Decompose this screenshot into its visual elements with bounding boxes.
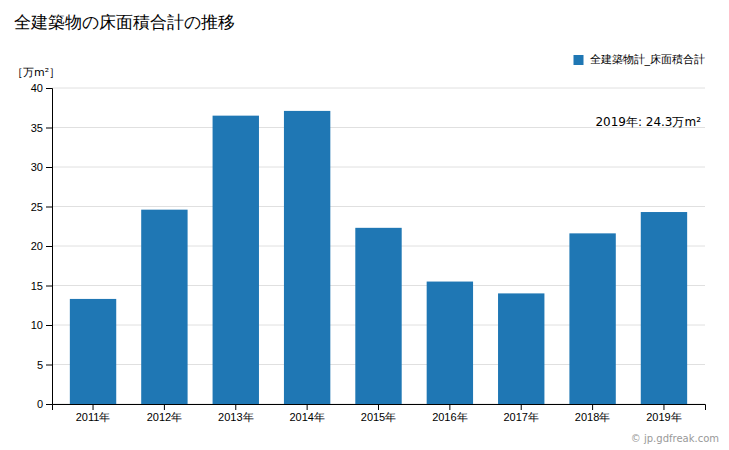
y-tick-label: 25 (31, 201, 43, 213)
bar (284, 111, 330, 404)
x-tick: 2014年 (289, 404, 324, 423)
bars (70, 111, 687, 404)
y-tick-label: 5 (37, 359, 43, 371)
y-axis-title: ［万m²］ (12, 66, 60, 79)
x-tick-label: 2012年 (147, 411, 182, 423)
y-axis-line (46, 89, 53, 405)
y-tick: 20 (31, 240, 52, 252)
y-tick-mark (46, 128, 52, 129)
plot-area: 0 5 10 15 20 25 30 35 40 2011年 2012年 2013年 2014年 2015… (31, 82, 706, 423)
y-tick-label: 0 (37, 398, 43, 410)
bar (641, 212, 687, 404)
bar (213, 116, 259, 404)
y-tick-label: 40 (31, 82, 43, 94)
x-tick: 2011年 (76, 404, 111, 423)
y-axis: 0 5 10 15 20 25 30 35 40 (31, 82, 53, 410)
x-tick-label: 2016年 (432, 411, 467, 423)
x-tick: 2013年 (218, 404, 253, 423)
y-tick-mark (46, 167, 52, 168)
x-tick-label: 2014年 (289, 411, 324, 423)
chart: 0 5 10 15 20 25 30 35 40 2011年 2012年 2013年 2014年 2015… (0, 0, 729, 450)
x-tick-mark (378, 404, 379, 410)
x-tick: 2018年 (575, 404, 610, 423)
y-tick-label: 30 (31, 161, 43, 173)
x-tick-mark (592, 404, 593, 410)
x-tick: 2016年 (432, 404, 467, 423)
y-tick-mark (46, 246, 52, 247)
grid (52, 88, 705, 404)
bar (141, 210, 187, 404)
x-tick-label: 2018年 (575, 411, 610, 423)
y-tick-label: 10 (31, 319, 43, 331)
watermark: © jp.gdfreak.com (631, 433, 719, 444)
grid-line (52, 206, 705, 207)
y-tick-mark (46, 286, 52, 287)
x-tick: 2017年 (503, 404, 538, 423)
title: 全建築物の床面積合計の推移 (14, 12, 235, 32)
x-tick-label: 2019年 (646, 411, 681, 423)
x-tick-mark (164, 404, 165, 410)
y-tick-mark (46, 325, 52, 326)
bar (70, 299, 116, 404)
y-tick: 5 (37, 359, 52, 371)
y-tick: 10 (31, 319, 52, 331)
x-tick: 2019年 (646, 404, 681, 423)
legend-label: 全建築物計_床面積合計 (590, 53, 706, 66)
legend: 全建築物計_床面積合計 (574, 53, 706, 66)
y-tick: 0 (37, 398, 52, 410)
bar (498, 293, 544, 404)
y-tick: 40 (31, 82, 52, 94)
x-tick-mark (663, 404, 664, 410)
grid-line (52, 167, 705, 168)
x-tick: 2012年 (147, 404, 182, 423)
y-tick: 25 (31, 201, 52, 213)
y-tick-label: 15 (31, 280, 43, 292)
y-tick: 35 (31, 122, 52, 134)
y-tick: 30 (31, 161, 52, 173)
x-tick-mark (93, 404, 94, 410)
texts: 全建築物の床面積合計の推移 ［万m²］ 2019年: 24.3万m² © jp.gdf… (12, 12, 719, 444)
x-tick-mark (449, 404, 450, 410)
x-tick-label: 2011年 (76, 411, 111, 423)
x-tick-mark (521, 404, 522, 410)
y-tick-mark (46, 207, 52, 208)
x-tick-mark (307, 404, 308, 410)
x-tick: 2015年 (361, 404, 396, 423)
y-tick-label: 20 (31, 240, 43, 252)
bar (569, 233, 615, 404)
y-tick-mark (46, 404, 52, 405)
annotation: 2019年: 24.3万m² (595, 115, 701, 129)
x-tick-mark (235, 404, 236, 410)
legend-swatch (574, 55, 584, 65)
bar (355, 228, 401, 404)
y-tick-mark (46, 88, 52, 89)
y-tick: 15 (31, 280, 52, 292)
x-axis-line (53, 405, 706, 411)
x-tick-label: 2015年 (361, 411, 396, 423)
x-tick-label: 2013年 (218, 411, 253, 423)
y-tick-mark (46, 365, 52, 366)
x-tick-label: 2017年 (503, 411, 538, 423)
x-axis: 2011年 2012年 2013年 2014年 2015年 2016年 2017年 2018年… (53, 404, 706, 423)
legend-item: 全建築物計_床面積合計 (574, 53, 706, 66)
bar (427, 282, 473, 404)
grid-line (52, 88, 705, 89)
y-tick-label: 35 (31, 122, 43, 134)
